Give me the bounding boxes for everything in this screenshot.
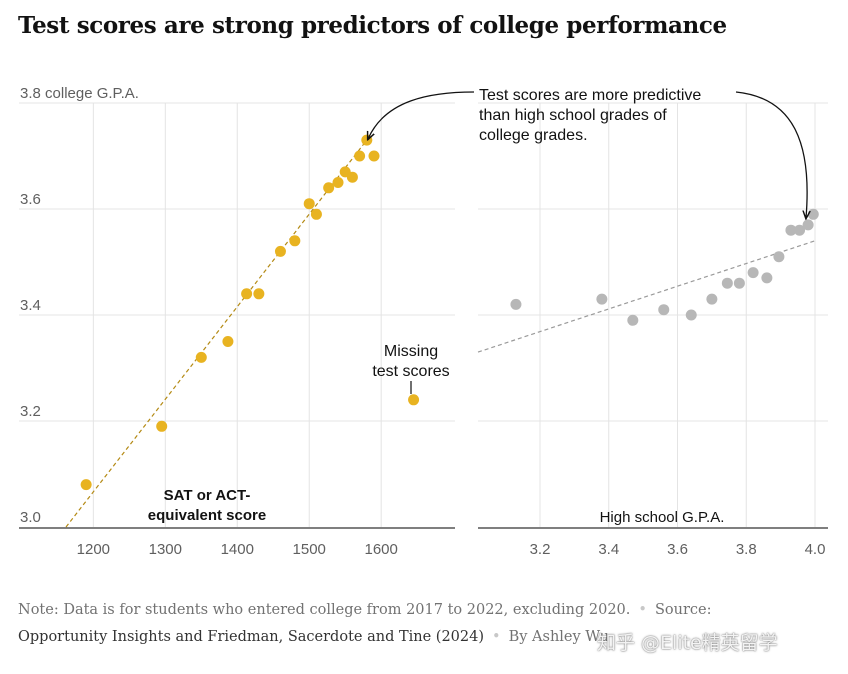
data-point-left [156, 420, 168, 432]
annotation-predictive-line1: Test scores are more predictive [479, 87, 701, 104]
data-point-left [303, 198, 315, 210]
note-line-2: Opportunity Insights and Friedman, Sacer… [18, 629, 609, 645]
byline: By Ashley Wu [508, 629, 609, 645]
chart-title: Test scores are strong predictors of col… [18, 12, 727, 39]
x-tick-label-right: 3.6 [667, 541, 688, 558]
note-line-1: Note: Data is for students who entered c… [18, 602, 712, 618]
data-point-left [195, 351, 207, 363]
data-point-right [596, 293, 608, 305]
data-point-left [323, 182, 335, 194]
source-text: Opportunity Insights and Friedman, Sacer… [18, 629, 485, 645]
data-point-right [747, 267, 759, 279]
x-axis-title-right: High school G.P.A. [600, 509, 725, 526]
data-point-right [802, 219, 814, 231]
data-point-right [627, 314, 639, 326]
data-point-right [773, 251, 785, 263]
x-tick-label-left: 1300 [149, 541, 182, 558]
annotation-missing-line2: test scores [372, 363, 449, 380]
y-tick-label: 3.2 [20, 403, 41, 420]
data-point-left [346, 171, 358, 183]
data-point-right [794, 224, 806, 236]
data-point-left [310, 208, 322, 220]
watermark: 知乎 @Elite精英留学 [597, 632, 778, 654]
data-point-left [80, 479, 92, 491]
data-point-left [332, 177, 344, 188]
x-tick-label-right: 3.8 [736, 541, 757, 558]
x-tick-label-left: 1200 [77, 541, 110, 558]
data-point-right [658, 304, 670, 316]
data-point-right [685, 309, 697, 321]
data-point-right [761, 272, 773, 284]
annotation-missing-line1: Missing [384, 343, 438, 360]
data-point-left [253, 288, 265, 300]
data-point-left [222, 336, 234, 347]
data-point-right [721, 277, 733, 289]
annotation-arrow-right [735, 91, 807, 218]
x-tick-label-right: 3.2 [530, 541, 551, 558]
x-axis-title-left-line2: equivalent score [148, 507, 266, 524]
note-text: Note: Data is for students who entered c… [18, 602, 631, 618]
annotation-arrow-left [368, 91, 475, 139]
data-point-right [510, 298, 522, 310]
data-point-left [274, 245, 286, 257]
x-tick-label-left: 1400 [221, 541, 254, 558]
x-axis-title-left-line1: SAT or ACT- [164, 487, 251, 504]
data-point-right [706, 293, 718, 305]
trendline-right [477, 240, 816, 353]
data-point-left [408, 394, 420, 406]
data-point-left [361, 134, 373, 146]
y-tick-label: 3.4 [20, 297, 41, 314]
x-tick-label-left: 1600 [365, 541, 398, 558]
x-tick-label-right: 3.4 [598, 541, 619, 558]
data-point-right [733, 277, 745, 289]
data-point-left [354, 150, 366, 162]
y-tick-label: 3.0 [20, 509, 41, 526]
data-point-right [785, 224, 797, 236]
x-tick-label-left: 1500 [293, 541, 326, 558]
data-point-right [807, 208, 819, 220]
y-tick-label: 3.8 college G.P.A. [20, 85, 139, 102]
data-point-left [241, 288, 253, 300]
annotation-predictive-line3: college grades. [479, 127, 588, 144]
y-tick-label: 3.6 [20, 191, 41, 208]
data-point-left [368, 150, 380, 162]
annotation-predictive-line2: than high school grades of [479, 107, 667, 124]
trendline-left [65, 139, 368, 528]
source-label: Source: [654, 602, 712, 618]
x-tick-label-right: 4.0 [805, 541, 826, 558]
data-point-left [289, 235, 301, 247]
chart-canvas: 3.8 college G.P.A. 3.6 3.4 3.2 3.0 1200 1300 14… [19, 85, 828, 558]
